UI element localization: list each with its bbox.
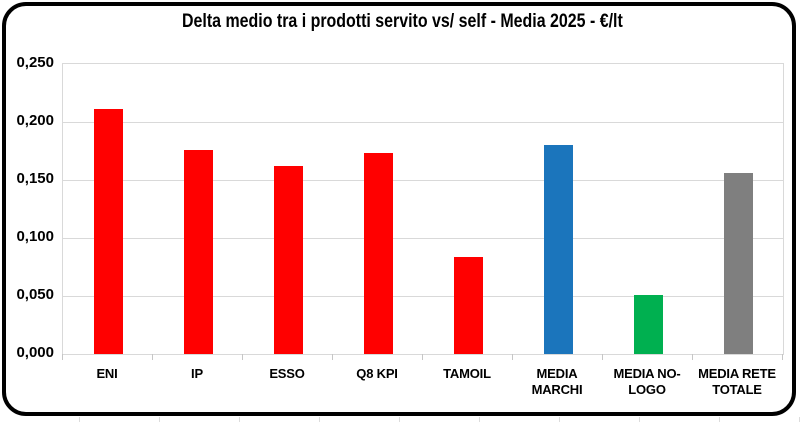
x-axis-label: MEDIA RETE TOTALE [698,366,776,397]
x-axis-label: MEDIA NO- LOGO [613,366,681,397]
x-axis-tick [242,354,243,360]
y-axis: 0,000 0,050 0,100 0,150 0,200 0,250 [0,54,54,361]
x-axis-label: TAMOIL [443,366,491,381]
x-axis-tick [692,354,693,360]
y-tick-label: 0,000 [16,344,54,361]
spreadsheet-gridline-strip [0,417,804,422]
plot-area[interactable] [62,63,784,355]
gridline [63,296,783,297]
x-axis-tick [422,354,423,360]
bar-ip[interactable] [184,150,213,354]
bar-tamoil[interactable] [454,257,483,354]
y-tick-label: 0,050 [16,286,54,303]
x-axis-label: ENI [96,366,118,381]
y-tick-label: 0,150 [16,170,54,187]
bar-q8-kpi[interactable] [364,153,393,354]
chart-title: Delta medio tra i prodotti servito vs/ s… [0,11,804,33]
x-axis-label: IP [191,366,203,381]
x-axis-tick [332,354,333,360]
bar-media-no-logo[interactable] [634,295,663,354]
y-tick-label: 0,200 [16,112,54,129]
gridline [63,238,783,239]
x-axis-tick [782,354,783,360]
chart-title-text: Delta medio tra i prodotti servito vs/ s… [181,11,623,32]
x-axis-tick [152,354,153,360]
bar-media-marchi[interactable] [544,145,573,354]
x-axis-label: ESSO [269,366,305,381]
x-axis-label: Q8 KPI [356,366,398,381]
bar-eni[interactable] [94,109,123,354]
gridline [63,122,783,123]
gridline [63,180,783,181]
x-axis-tick [62,354,63,360]
y-tick-label: 0,100 [16,228,54,245]
bar-esso[interactable] [274,166,303,354]
x-axis-label: MEDIA MARCHI [531,366,583,397]
x-axis-tick [602,354,603,360]
y-tick-label: 0,250 [16,54,54,71]
bar-media-rete-totale[interactable] [724,173,753,354]
x-axis-tick [512,354,513,360]
